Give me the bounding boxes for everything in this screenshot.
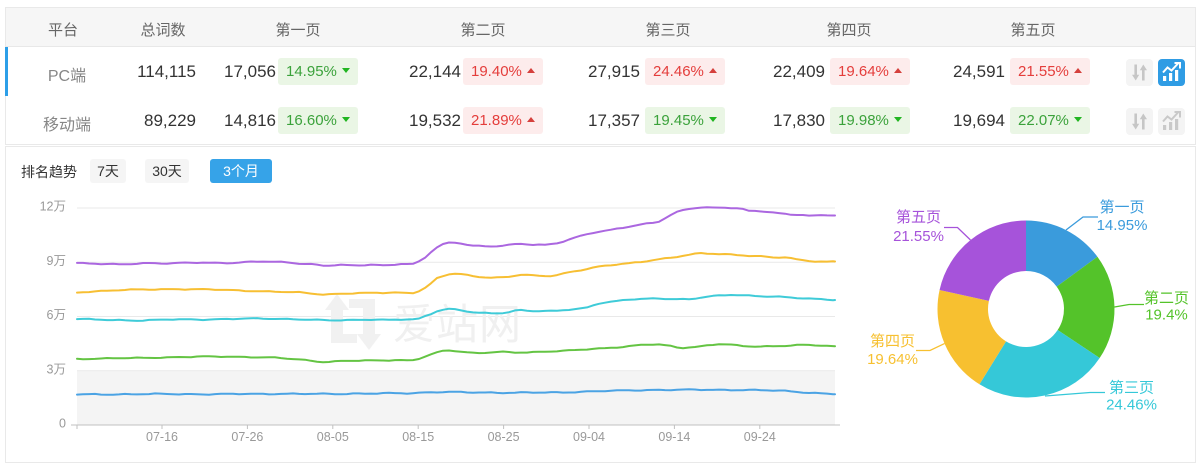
svg-text:12万: 12万 [40, 200, 66, 214]
svg-text:爱站网: 爱站网 [393, 301, 522, 348]
svg-text:07-16: 07-16 [146, 430, 178, 444]
svg-text:09-14: 09-14 [658, 430, 690, 444]
svg-text:0: 0 [59, 417, 66, 431]
svg-text:第二页: 第二页 [1144, 289, 1189, 307]
svg-text:19.4%: 19.4% [1145, 307, 1188, 324]
svg-text:08-25: 08-25 [488, 430, 520, 444]
svg-text:09-24: 09-24 [744, 430, 776, 444]
svg-text:07-26: 07-26 [231, 430, 263, 444]
svg-text:08-05: 08-05 [317, 430, 349, 444]
svg-text:第四页: 第四页 [870, 332, 915, 350]
svg-text:第三页: 第三页 [1109, 379, 1154, 397]
svg-text:21.55%: 21.55% [893, 228, 944, 245]
svg-text:14.95%: 14.95% [1097, 217, 1148, 234]
svg-text:3万: 3万 [47, 362, 66, 376]
svg-text:6万: 6万 [47, 308, 66, 322]
svg-text:09-04: 09-04 [573, 430, 605, 444]
svg-text:24.46%: 24.46% [1106, 397, 1157, 414]
svg-text:9万: 9万 [47, 254, 66, 268]
svg-text:第一页: 第一页 [1099, 198, 1144, 216]
svg-text:08-15: 08-15 [402, 430, 434, 444]
svg-text:19.64%: 19.64% [867, 351, 918, 368]
svg-text:第五页: 第五页 [896, 208, 941, 226]
